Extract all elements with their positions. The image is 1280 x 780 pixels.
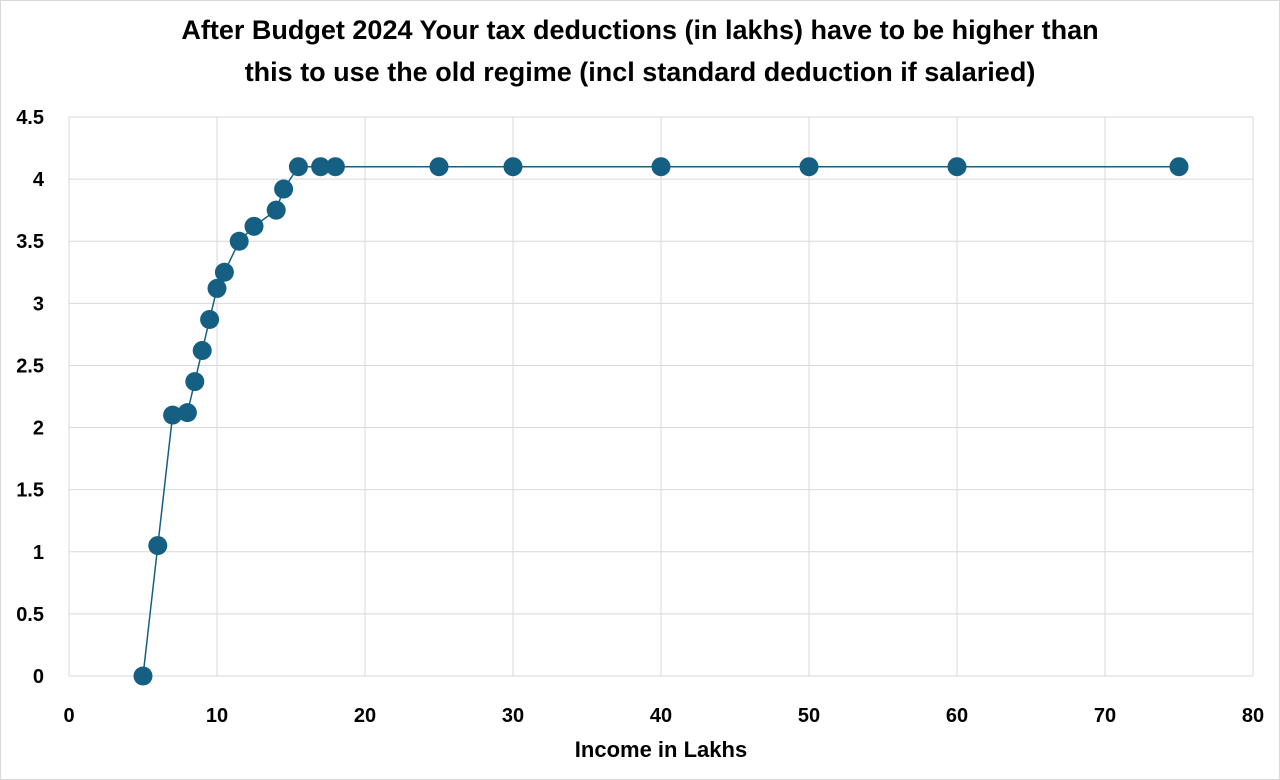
- y-tick-label: 0.5: [16, 604, 44, 626]
- y-tick-label: 2: [33, 418, 44, 440]
- x-tick-label: 60: [946, 705, 968, 727]
- data-point: [207, 278, 227, 298]
- data-point: [325, 157, 345, 177]
- x-tick-label: 40: [650, 705, 672, 727]
- y-tick-label: 4.5: [16, 107, 44, 129]
- data-point: [177, 403, 197, 423]
- x-tick-label: 20: [354, 705, 376, 727]
- data-point: [1169, 157, 1189, 177]
- data-point: [185, 372, 205, 392]
- x-axis-label: Income in Lakhs: [575, 737, 747, 762]
- y-tick-label: 3: [33, 293, 44, 315]
- y-tick-label: 2.5: [16, 355, 44, 377]
- x-tick-label: 70: [1094, 705, 1116, 727]
- data-point: [274, 179, 294, 199]
- data-point: [163, 405, 183, 425]
- data-point: [192, 341, 212, 361]
- y-tick-label: 1.5: [16, 480, 44, 502]
- data-point: [148, 536, 168, 556]
- series-line: [142, 165, 1179, 677]
- x-tick-label: 0: [63, 705, 74, 727]
- data-point: [200, 309, 220, 329]
- data-point: [244, 216, 264, 236]
- data-point: [799, 157, 819, 177]
- data-point: [503, 157, 523, 177]
- y-tick-label: 0: [33, 666, 44, 688]
- data-point: [429, 157, 449, 177]
- data-point: [947, 157, 967, 177]
- x-tick-label: 30: [502, 705, 524, 727]
- y-tick-label: 3.5: [16, 231, 44, 253]
- chart-title-line2: this to use the old regime (incl standar…: [244, 57, 1036, 87]
- x-tick-label: 10: [206, 705, 228, 727]
- data-point: [214, 262, 234, 282]
- x-tick-label: 50: [798, 705, 820, 727]
- chart-title-line1: After Budget 2024 Your tax deductions (i…: [181, 15, 1099, 45]
- data-point: [266, 200, 286, 220]
- data-point: [311, 157, 331, 177]
- data-point: [651, 157, 671, 177]
- data-point: [229, 231, 249, 251]
- x-tick-label: 80: [1242, 705, 1264, 727]
- y-tick-label: 1: [33, 542, 44, 564]
- data-point: [133, 666, 153, 686]
- y-tick-label: 4: [33, 169, 45, 191]
- data-point: [288, 157, 308, 177]
